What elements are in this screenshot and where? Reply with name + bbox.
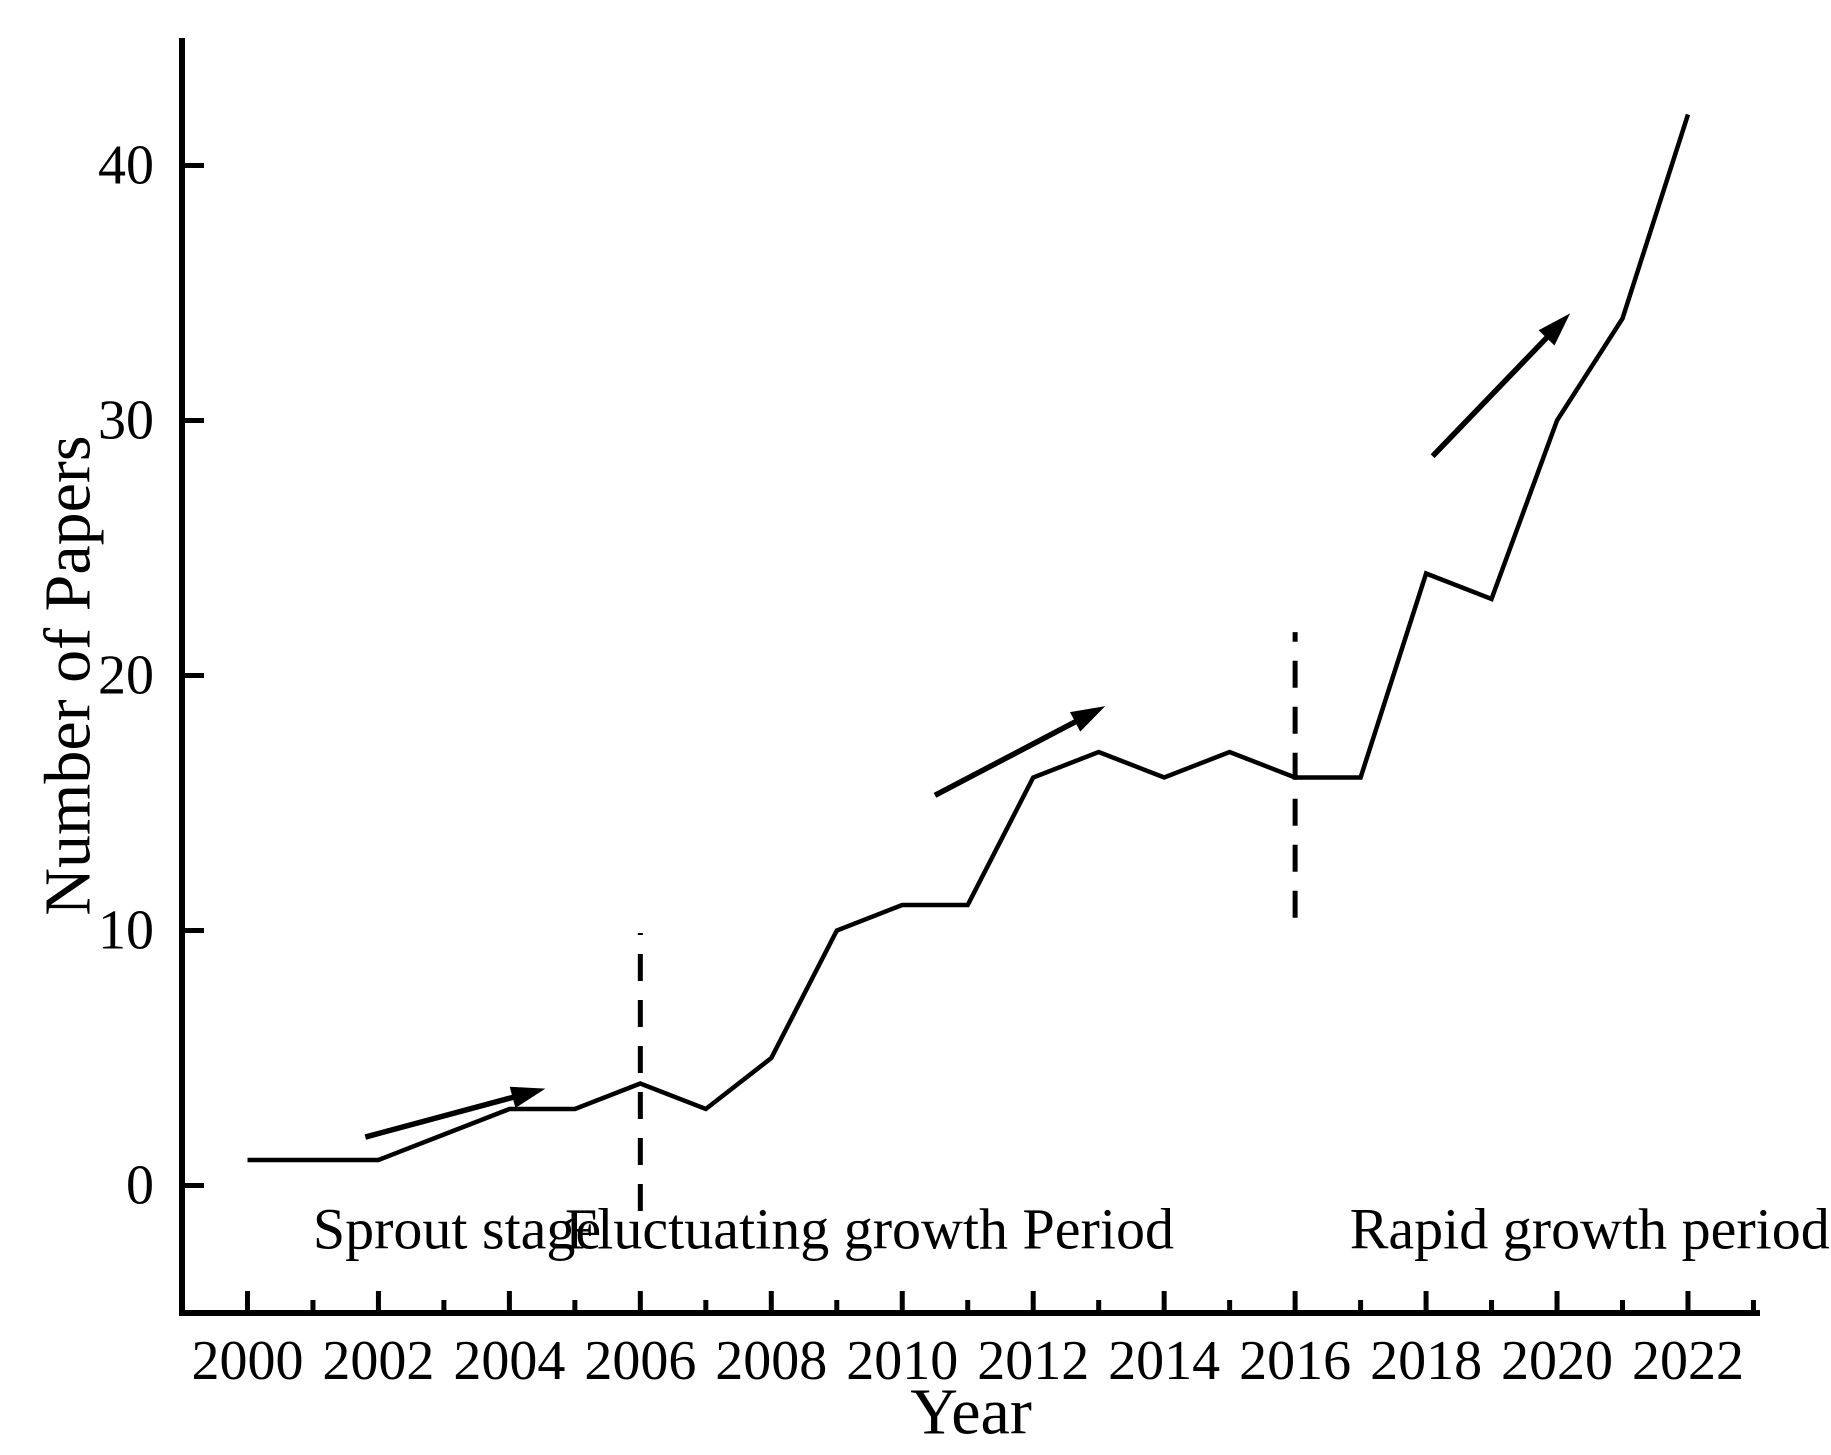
- y-tick-label: 40: [98, 135, 154, 197]
- y-axis-title: Number of Papers: [32, 435, 105, 915]
- x-tick-label: 2000: [191, 1330, 303, 1392]
- stage-label-1: Sprout stage: [313, 1196, 601, 1261]
- x-tick-label: 2016: [1239, 1330, 1351, 1392]
- trend-arrow-head-1: [509, 1086, 546, 1109]
- x-tick-label: 2020: [1501, 1330, 1613, 1392]
- x-tick-label: 2012: [977, 1330, 1089, 1392]
- y-tick-label: 20: [98, 645, 154, 707]
- x-tick-label: 2022: [1632, 1330, 1744, 1392]
- papers-trend-line: [247, 113, 1691, 1163]
- x-tick-label: 2008: [715, 1330, 827, 1392]
- stage-label-3: Rapid growth period: [1350, 1196, 1830, 1261]
- trend-arrow-head-2: [1070, 706, 1106, 732]
- y-tick-label: 10: [98, 900, 154, 962]
- trend-arrow-shaft-2: [933, 712, 1090, 798]
- x-tick-label: 2006: [584, 1330, 696, 1392]
- trend-arrow-shaft-3: [1430, 324, 1560, 459]
- stage-label-2: Fluctuating growth Period: [565, 1196, 1174, 1261]
- x-tick-label: 2014: [1108, 1330, 1220, 1392]
- trend-arrow-shaft-1: [364, 1090, 529, 1140]
- x-tick-label: 2018: [1370, 1330, 1482, 1392]
- y-tick-label: 30: [98, 390, 154, 452]
- trend-arrow-head-3: [1538, 313, 1571, 346]
- x-tick-label: 2004: [453, 1330, 565, 1392]
- x-tick-label: 2002: [322, 1330, 434, 1392]
- x-tick-label: 2010: [846, 1330, 958, 1392]
- x-axis-title: Year: [910, 1376, 1032, 1449]
- y-tick-label: 0: [126, 1155, 154, 1217]
